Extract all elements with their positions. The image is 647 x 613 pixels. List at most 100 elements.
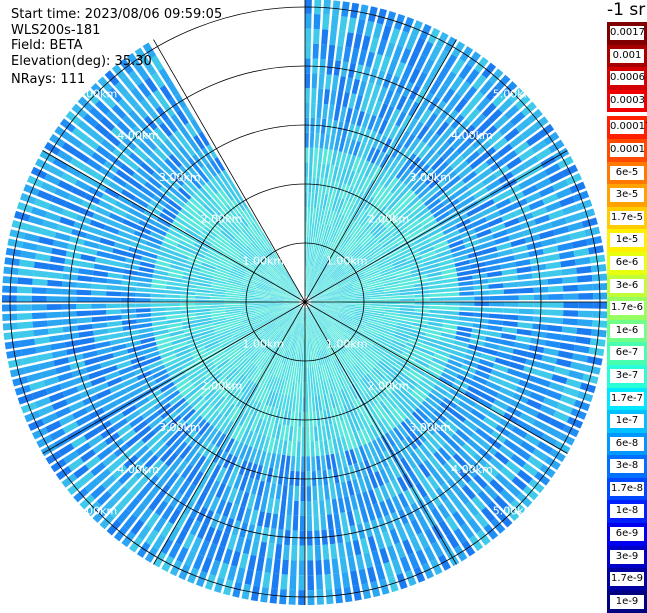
- range-gate: [40, 228, 56, 238]
- range-gate: [282, 440, 287, 455]
- range-gate: [21, 347, 37, 356]
- range-gate: [296, 456, 300, 471]
- range-gate: [314, 515, 320, 530]
- range-gate: [367, 567, 377, 583]
- range-gate: [561, 334, 577, 342]
- range-gate: [305, 133, 309, 148]
- range-gate: [313, 411, 317, 426]
- range-gate: [489, 314, 504, 319]
- range-gate: [515, 335, 530, 342]
- range-gate: [297, 427, 301, 442]
- colorbar-swatch: 0.0017: [607, 22, 647, 45]
- range-gate: [333, 573, 341, 588]
- range-gate: [24, 233, 40, 243]
- range-gate: [19, 259, 35, 267]
- range-gate: [17, 277, 32, 284]
- range-gate: [283, 545, 290, 560]
- colorbar-swatch: 6e-6: [607, 252, 647, 275]
- range-gate: [315, 441, 320, 456]
- range-gate: [18, 330, 33, 338]
- colorbar-tick-label: 3e-5: [610, 188, 644, 202]
- range-gate: [280, 574, 287, 589]
- range-gate: [348, 17, 357, 33]
- range-gate: [300, 382, 303, 397]
- range-gate: [77, 282, 92, 288]
- colorbar-tick-label: 3e-7: [610, 369, 644, 383]
- range-gate: [78, 331, 93, 338]
- range-gate: [24, 364, 40, 374]
- range-gate: [317, 89, 323, 104]
- range-gate: [415, 309, 430, 313]
- range-gate: [107, 321, 122, 327]
- colorbar-tick-label: 3e-8: [610, 459, 644, 473]
- range-gate: [165, 294, 180, 298]
- range-gate: [165, 303, 180, 306]
- range-gate: [271, 514, 278, 529]
- range-gate: [326, 455, 332, 470]
- range-gate: [325, 499, 331, 514]
- range-gate: [243, 538, 252, 554]
- range-gate: [300, 486, 305, 501]
- range-gate: [309, 397, 312, 412]
- colorbar-swatch: 6e-7: [607, 342, 647, 365]
- range-gate: [308, 207, 311, 222]
- range-gate: [223, 548, 233, 564]
- range-gate: [151, 312, 166, 317]
- range-gate: [487, 325, 502, 331]
- range-gate: [428, 318, 443, 323]
- range-gate: [305, 88, 310, 103]
- colorbar-tick-label: 3e-9: [610, 550, 644, 564]
- range-gate: [78, 268, 93, 275]
- range-ring-label: 2.00km: [201, 379, 243, 392]
- range-gate: [92, 284, 107, 290]
- range-gate: [301, 456, 305, 471]
- range-gate: [322, 545, 329, 560]
- range-gate: [251, 540, 260, 556]
- range-gate: [501, 262, 516, 269]
- range-gate: [282, 485, 288, 500]
- range-gate: [76, 304, 91, 309]
- range-gate: [332, 75, 339, 90]
- range-gate: [136, 293, 151, 297]
- range-gate: [541, 238, 557, 247]
- range-gate: [298, 412, 301, 427]
- range-gate: [328, 45, 335, 60]
- range-gate: [504, 295, 519, 300]
- range-gate: [210, 294, 225, 297]
- range-gate: [458, 321, 473, 327]
- range-gate: [580, 382, 596, 393]
- range-gate: [518, 280, 533, 286]
- range-gate: [47, 288, 62, 294]
- range-gate: [181, 310, 196, 314]
- range-gate: [512, 245, 528, 253]
- range-gate: [256, 556, 264, 572]
- colorbar-tick-label: 0.0003: [610, 94, 644, 108]
- range-gate: [305, 29, 311, 44]
- range-gate: [20, 193, 36, 204]
- range-ring-label: 1.00km: [242, 254, 284, 267]
- range-gate: [34, 337, 50, 345]
- range-gate: [33, 329, 48, 337]
- range-gate: [15, 385, 31, 396]
- range-gate: [503, 314, 518, 320]
- range-gate: [487, 271, 502, 277]
- range-gate: [41, 368, 57, 378]
- range-gate: [557, 242, 573, 251]
- range-gate: [81, 344, 97, 352]
- range-gate: [570, 362, 586, 372]
- range-gate: [291, 456, 296, 471]
- range-gate: [311, 382, 314, 397]
- range-gate: [486, 331, 501, 338]
- elevation-label: Elevation(deg): 35.30: [11, 54, 152, 69]
- range-gate: [76, 297, 91, 302]
- range-gate: [18, 393, 34, 404]
- range-gate: [210, 303, 225, 305]
- range-gate: [314, 426, 318, 441]
- range-gate: [578, 293, 593, 300]
- range-gate: [325, 74, 332, 89]
- range-gate: [385, 293, 400, 296]
- range-gate: [49, 264, 64, 272]
- range-gate: [546, 262, 562, 270]
- range-gate: [547, 270, 562, 277]
- range-gate: [166, 315, 181, 320]
